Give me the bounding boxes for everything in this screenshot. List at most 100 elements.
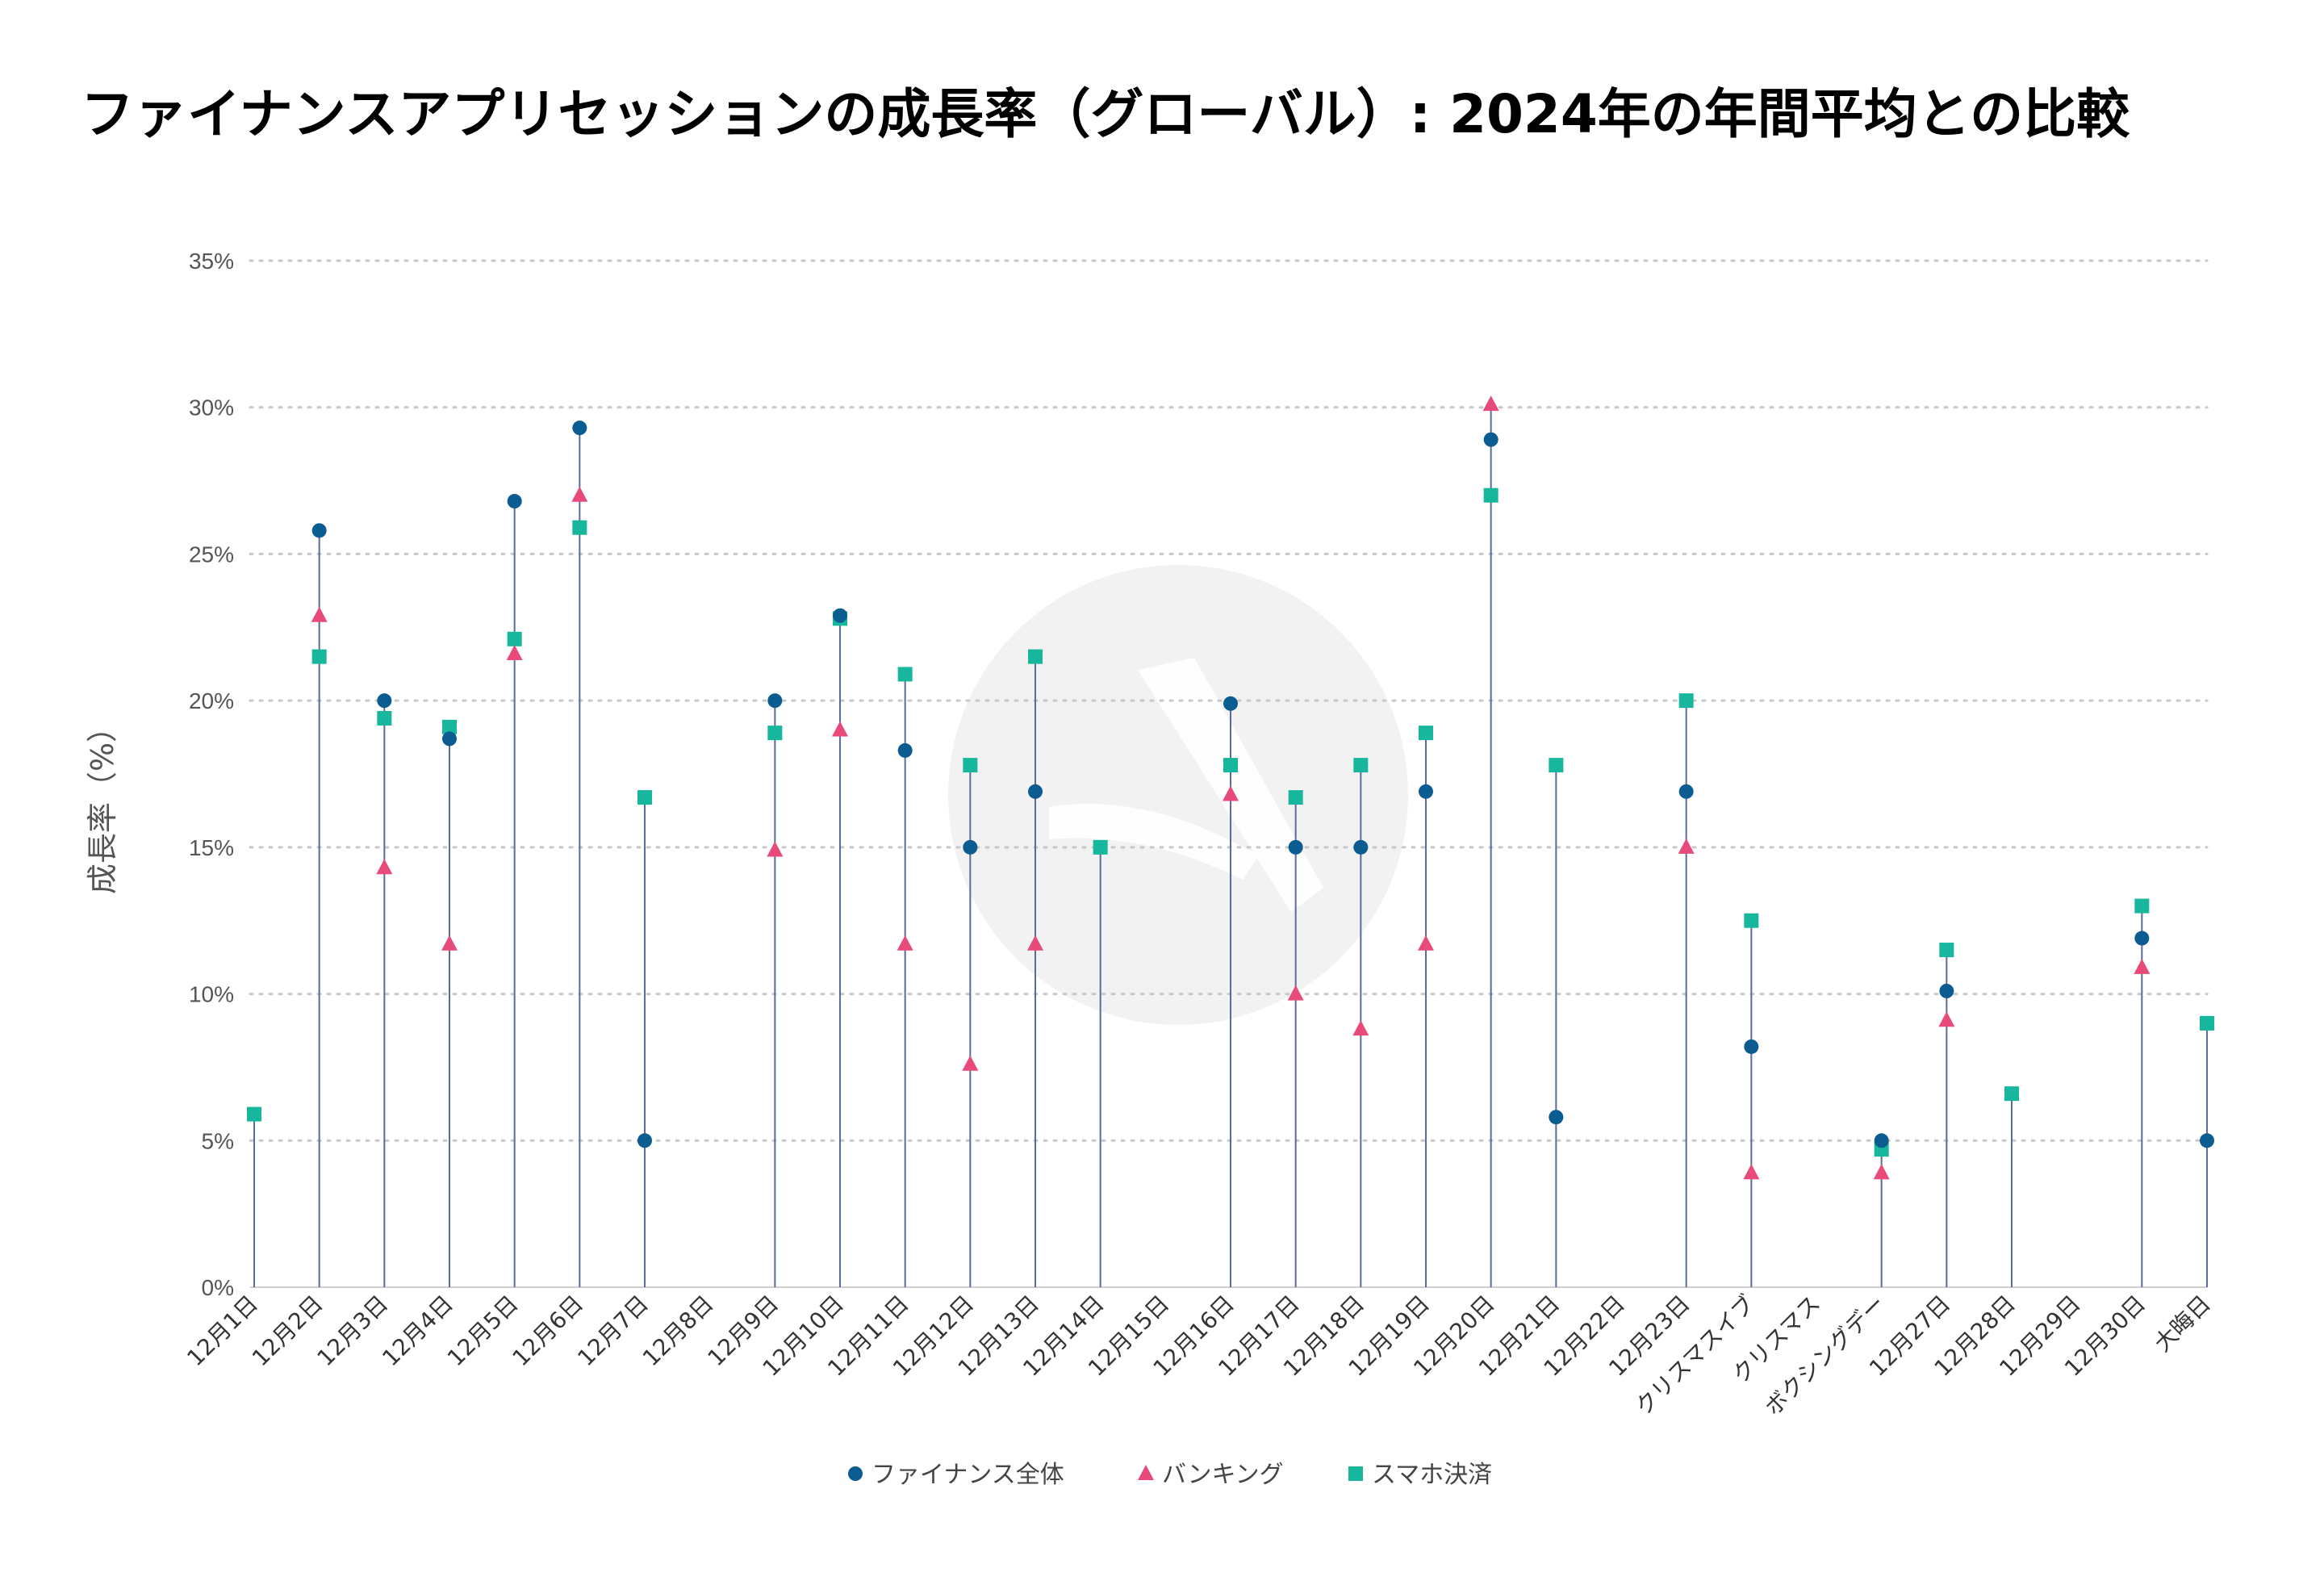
data-point-square xyxy=(1678,693,1694,709)
data-point-circle xyxy=(377,693,392,709)
data-point-square xyxy=(2134,898,2150,914)
data-point-triangle xyxy=(1873,1164,1890,1180)
data-point-square xyxy=(1419,726,1433,741)
data-point-triangle xyxy=(1678,838,1695,854)
data-point-square xyxy=(637,790,652,805)
data-point-circle xyxy=(572,420,587,436)
legend: ファイナンス全体 バンキング スマホ決済 xyxy=(848,1461,1492,1489)
legend-item: ファイナンス全体 xyxy=(848,1461,1064,1489)
y-axis-title: 成長率（%） xyxy=(85,712,120,894)
data-point-triangle xyxy=(311,606,328,622)
legend-label: ファイナンス全体 xyxy=(872,1461,1064,1489)
data-point-circle xyxy=(1028,784,1043,799)
stems xyxy=(253,404,2208,1287)
y-tick-label: 35% xyxy=(189,249,234,274)
data-point-circle xyxy=(1874,1133,1889,1148)
y-tick-label: 20% xyxy=(189,688,234,713)
legend-item: バンキング xyxy=(1138,1461,1284,1489)
data-point-square xyxy=(963,758,978,773)
legend-marker-circle xyxy=(848,1466,863,1481)
data-point-triangle xyxy=(1938,1011,1955,1027)
data-point-triangle xyxy=(1418,935,1434,951)
y-tick-label: 15% xyxy=(189,835,234,860)
data-point-square xyxy=(377,710,392,726)
data-point-triangle xyxy=(897,935,913,951)
data-point-circle xyxy=(1223,696,1238,711)
data-point-triangle xyxy=(1287,985,1304,1001)
x-tick-label: 大晦日 xyxy=(2149,1290,2216,1357)
data-point-circle xyxy=(1744,1039,1759,1054)
data-point-square xyxy=(767,726,783,741)
data-point-square xyxy=(1939,943,1954,958)
data-point-square xyxy=(572,520,587,535)
data-point-circle xyxy=(1549,1110,1564,1125)
x-tick-label: 12月6日 xyxy=(508,1290,589,1372)
legend-marker-square xyxy=(1348,1466,1363,1481)
data-point-square xyxy=(1744,913,1759,928)
x-tick-label: 12月7日 xyxy=(572,1290,654,1372)
legend-item: スマホ決済 xyxy=(1348,1461,1492,1489)
data-point-square xyxy=(1223,758,1238,773)
data-point-triangle xyxy=(1743,1164,1760,1180)
data-point-circle xyxy=(507,494,522,509)
data-point-triangle xyxy=(832,721,848,737)
y-tick-label: 10% xyxy=(189,982,234,1007)
x-tick-label: 12月3日 xyxy=(312,1290,394,1372)
data-point-circle xyxy=(311,523,327,538)
app-logo-icon xyxy=(948,565,1408,1025)
data-point-circle xyxy=(767,693,783,709)
chart-title: ファイナンスアプリセッションの成長率（グローバル）: 2024年の年間平均との比… xyxy=(81,83,2130,145)
x-tick-label: 12月1日 xyxy=(182,1290,263,1372)
data-point-square xyxy=(1093,839,1108,855)
data-point-circle xyxy=(442,731,457,747)
data-point-square xyxy=(1353,758,1369,773)
data-point-circle xyxy=(1288,839,1303,855)
data-point-triangle xyxy=(441,935,458,951)
legend-label: スマホ決済 xyxy=(1372,1461,1492,1489)
x-tick-label: 12月2日 xyxy=(247,1290,328,1372)
data-point-circle xyxy=(1939,983,1954,998)
data-point-circle xyxy=(2200,1133,2214,1148)
data-point-circle xyxy=(2134,931,2150,946)
data-point-triangle xyxy=(571,486,588,502)
y-tick-label: 0% xyxy=(202,1275,234,1300)
data-point-circle xyxy=(637,1133,652,1148)
data-point-triangle xyxy=(1352,1020,1369,1036)
data-markers xyxy=(247,395,2214,1180)
y-axis-ticks: 0% 5% 10% 15% 20% 25% 30% 35% xyxy=(189,249,234,1300)
x-axis-labels: 12月1日12月2日12月3日12月4日12月5日12月6日12月7日12月8日… xyxy=(182,1290,2216,1421)
legend-label: バンキング xyxy=(1162,1461,1284,1489)
y-tick-label: 5% xyxy=(202,1128,234,1153)
data-point-triangle xyxy=(506,644,523,660)
data-point-circle xyxy=(1483,432,1498,447)
data-point-triangle xyxy=(1482,395,1499,412)
data-point-triangle xyxy=(376,859,393,875)
data-point-triangle xyxy=(1223,785,1239,801)
legend-marker-triangle xyxy=(1138,1465,1154,1480)
x-tick-label: 12月5日 xyxy=(442,1290,524,1372)
data-point-circle xyxy=(963,839,978,855)
data-point-square xyxy=(1549,758,1564,773)
data-point-triangle xyxy=(2134,958,2151,974)
data-point-square xyxy=(247,1106,261,1122)
y-tick-label: 30% xyxy=(189,395,234,420)
data-point-square xyxy=(1028,649,1043,664)
x-tick-label: 12月8日 xyxy=(637,1290,719,1372)
data-point-square xyxy=(1483,487,1498,503)
data-point-triangle xyxy=(962,1055,979,1071)
data-point-square xyxy=(311,649,327,664)
data-point-circle xyxy=(833,608,847,623)
data-point-square xyxy=(507,631,522,646)
data-point-circle xyxy=(1353,839,1369,855)
data-point-triangle xyxy=(767,841,784,857)
data-point-square xyxy=(442,719,457,734)
data-point-circle xyxy=(897,742,913,758)
data-point-square xyxy=(2200,1015,2214,1031)
x-tick-label: 12月4日 xyxy=(377,1290,458,1372)
data-point-triangle xyxy=(1027,935,1043,951)
data-point-circle xyxy=(1678,784,1694,799)
data-point-square xyxy=(897,667,913,682)
data-point-circle xyxy=(1419,784,1433,799)
y-tick-label: 25% xyxy=(189,542,234,567)
